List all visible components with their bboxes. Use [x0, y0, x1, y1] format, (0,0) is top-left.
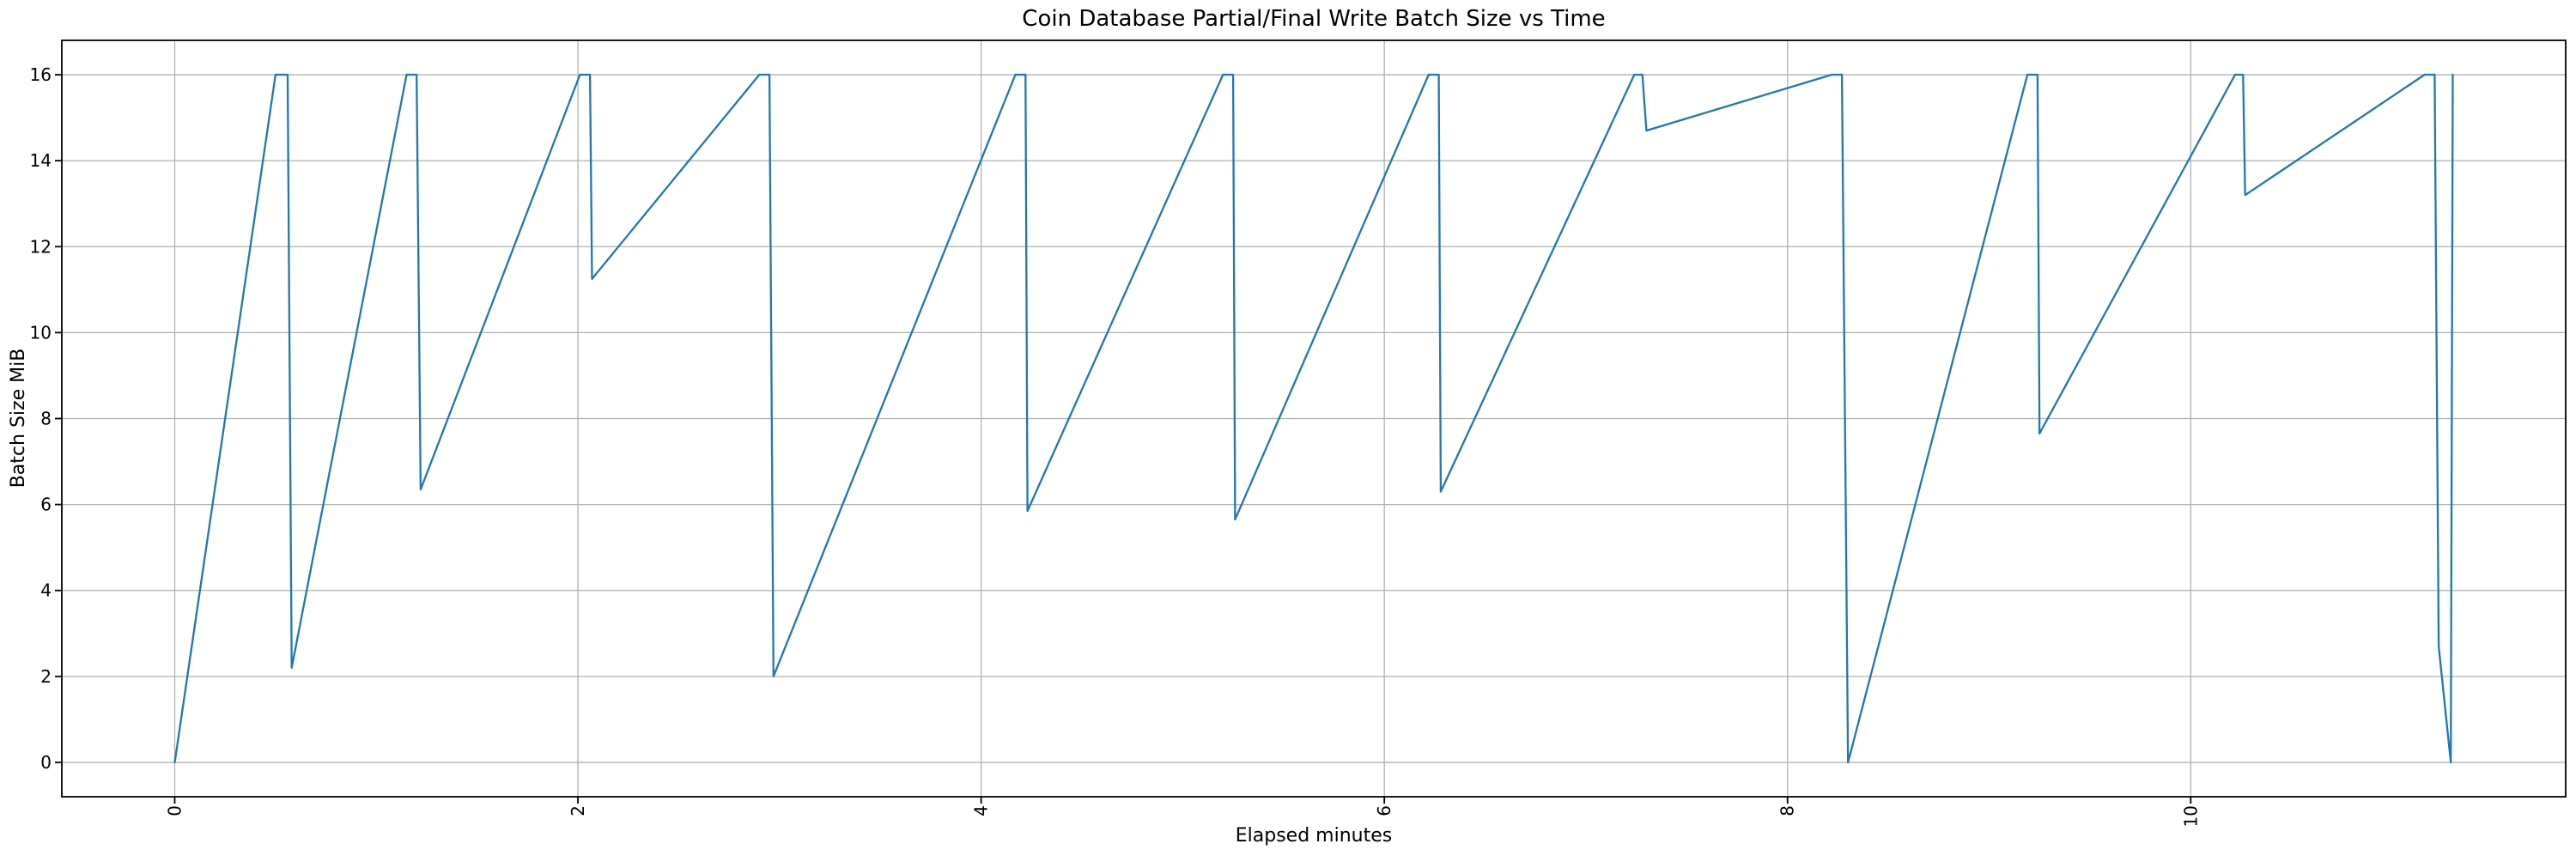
y-tick-label: 4: [40, 580, 52, 601]
grid-layer: [62, 40, 2566, 797]
axis-layer: 0 2 4 6 8 10 0 2 4 6 8 10 12 14 16: [30, 39, 2567, 827]
y-axis-label: Batch Size MiB: [8, 349, 29, 489]
y-tick-label: 12: [30, 236, 52, 257]
y-tick-label: 2: [40, 666, 52, 687]
y-tick-label: 0: [40, 752, 52, 773]
y-tick-label: 8: [40, 409, 52, 429]
x-axis-label: Elapsed minutes: [1236, 825, 1392, 847]
x-tick-label: 10: [2180, 805, 2201, 827]
chart-title: Coin Database Partial/Final Write Batch …: [1022, 6, 1605, 32]
x-tick-label: 4: [971, 805, 992, 816]
x-tick-label: 8: [1777, 805, 1798, 816]
y-tick-label: 16: [30, 64, 52, 85]
x-tick-label: 0: [164, 805, 185, 816]
series-line-batch-size: [173, 73, 2454, 764]
x-tick-label: 2: [568, 805, 588, 816]
x-tick-label: 6: [1374, 805, 1394, 816]
y-tick-label: 10: [30, 322, 52, 343]
series-layer: [173, 73, 2454, 764]
y-tick-label: 14: [30, 150, 52, 171]
y-tick-label: 6: [40, 495, 52, 515]
